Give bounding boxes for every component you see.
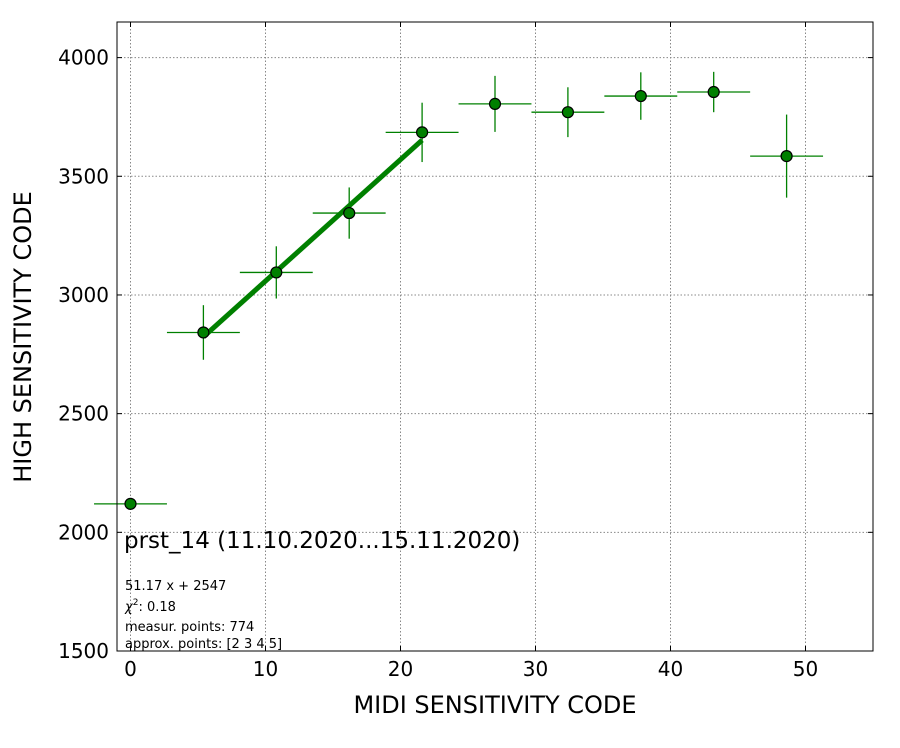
tick-labels: 0 10 20 30 40 50 1500 2000 2500 3000 3500 4000: [58, 46, 818, 681]
y-tick-label: 4000: [58, 46, 109, 70]
data-point: [634, 89, 647, 103]
data-point: [270, 266, 283, 279]
fit-equation: 51.17 x + 2547: [125, 579, 226, 594]
x-tick-label: 30: [523, 657, 548, 681]
chi-squared: χ2: 0.18: [124, 598, 176, 615]
data-point: [780, 150, 793, 163]
y-tick-label: 1500: [58, 639, 109, 663]
annotation-block: prst_14 (11.10.2020...15.11.2020) 51.17 …: [124, 528, 520, 652]
measured-points: measur. points: 774: [125, 620, 254, 635]
x-tick-label: 20: [388, 657, 413, 681]
data-point: [197, 326, 210, 339]
chi-symbol: χ: [124, 600, 134, 615]
data-point: [343, 206, 356, 220]
y-tick-label: 3500: [58, 164, 109, 188]
x-axis-title: MIDI SENSITIVITY CODE: [353, 691, 636, 719]
chi-superscript: 2: [133, 598, 139, 608]
grid: [117, 22, 873, 651]
y-tick-label: 2500: [58, 402, 109, 426]
data-points: [124, 85, 793, 510]
y-axis-title: HIGH SENSITIVITY CODE: [9, 191, 37, 483]
plot-frame: [116, 21, 874, 652]
x-tick-label: 50: [793, 657, 818, 681]
x-tick-label: 10: [253, 657, 278, 681]
annotation-title: prst_14 (11.10.2020...15.11.2020): [124, 528, 520, 554]
x-tick-label: 40: [658, 657, 683, 681]
y-tick-label: 2000: [58, 520, 109, 544]
data-point: [707, 85, 720, 99]
data-point: [561, 106, 575, 119]
fit-line: [201, 138, 424, 339]
data-point: [488, 97, 502, 110]
approx-points: approx. points: [2 3 4 5]: [125, 637, 282, 652]
error-bars: [94, 71, 824, 505]
x-tick-label: 0: [124, 657, 137, 681]
data-point: [124, 497, 137, 510]
chi-value: : 0.18: [138, 600, 175, 615]
data-point: [416, 126, 429, 139]
y-tick-label: 3000: [58, 283, 109, 307]
fit-line-group: [201, 138, 424, 339]
